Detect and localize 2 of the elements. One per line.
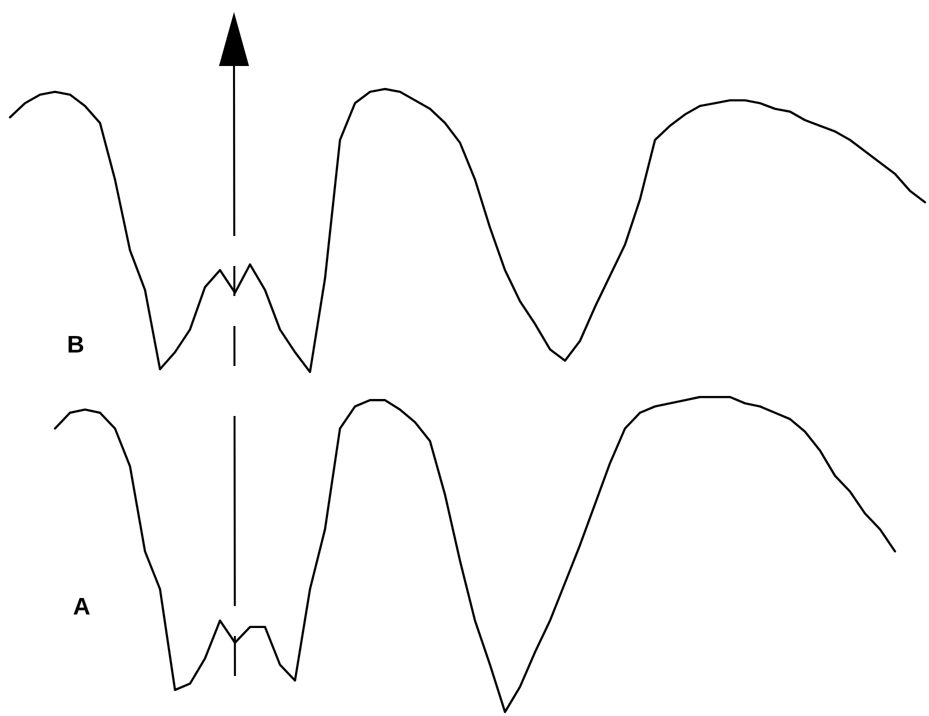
text: B: [67, 332, 84, 358]
text: A: [73, 594, 90, 620]
